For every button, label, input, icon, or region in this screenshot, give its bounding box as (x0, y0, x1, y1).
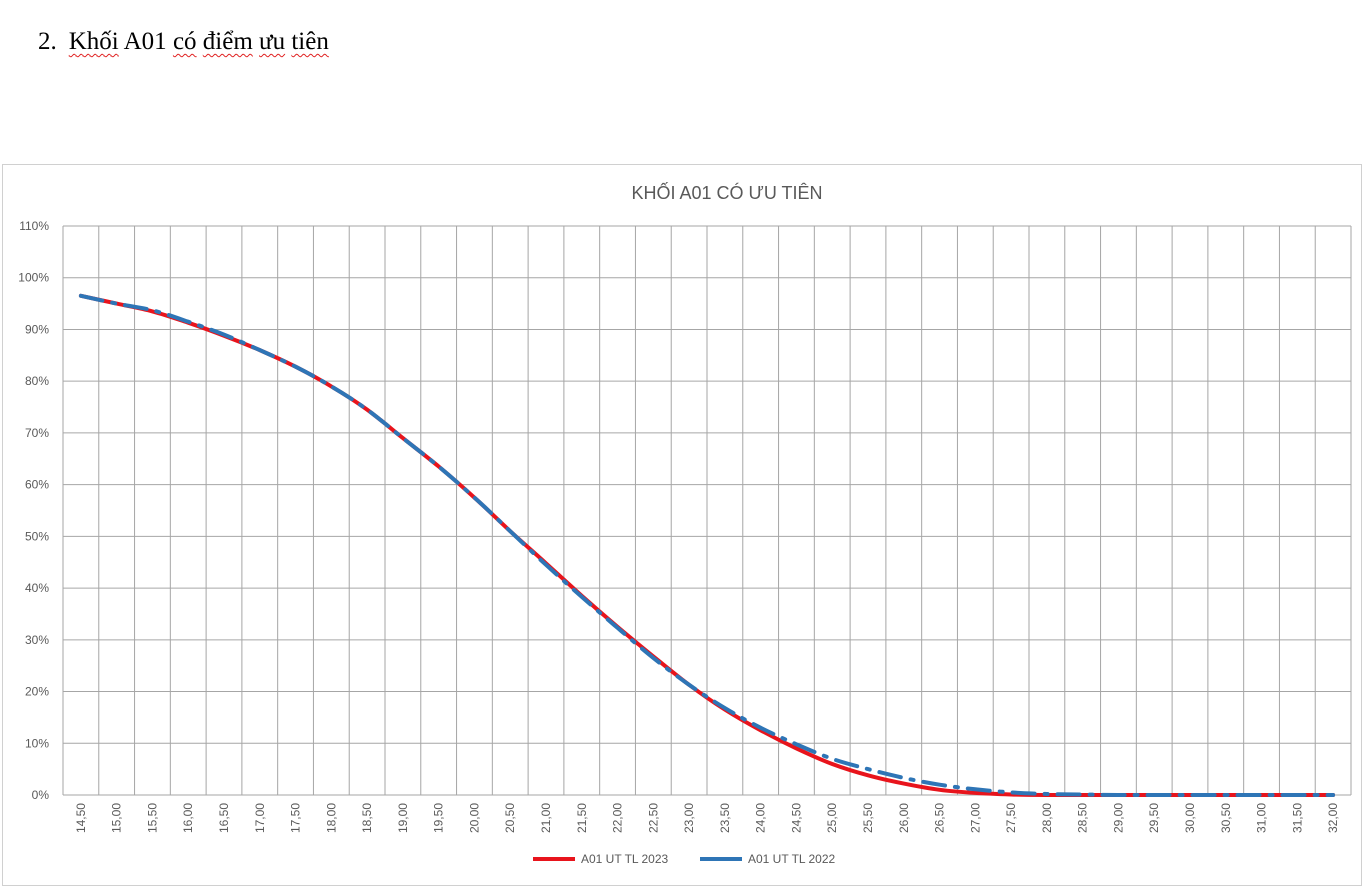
x-tick-label: 28,00 (1040, 803, 1054, 833)
y-tick-label: 60% (25, 478, 49, 492)
x-tick-label: 24,00 (754, 803, 768, 833)
x-tick-label: 21,00 (539, 803, 553, 833)
x-tick-label: 23,50 (718, 803, 732, 833)
chart-container: KHỐI A01 CÓ ƯU TIÊN 0% 10% 20% 30% 40% 50% 60% 7… (2, 164, 1362, 886)
x-tick-label: 29,50 (1147, 803, 1161, 833)
y-tick-label: 100% (18, 271, 49, 285)
section-heading: 2. Khối A01 có điểm ưu tiên (38, 28, 329, 56)
x-tick-label: 27,50 (1004, 803, 1018, 833)
x-tick-label: 30,00 (1183, 803, 1197, 833)
heading-word: có (172, 28, 197, 55)
y-tick-label: 70% (25, 426, 49, 440)
x-tick-label: 20,50 (503, 803, 517, 833)
x-tick-label: 26,50 (933, 803, 947, 833)
y-tick-label: 20% (25, 685, 49, 699)
x-tick-label: 16,50 (217, 803, 231, 833)
x-tick-label: 22,50 (646, 803, 660, 833)
x-tick-label: 21,50 (575, 803, 589, 833)
y-tick-label: 90% (25, 322, 49, 336)
x-tick-label: 22,00 (611, 803, 625, 833)
heading-word: tiên (291, 28, 329, 55)
y-tick-label: 80% (25, 374, 49, 388)
x-tick-label: 23,00 (682, 803, 696, 833)
x-tick-label: 27,00 (968, 803, 982, 833)
x-tick-label: 31,00 (1255, 803, 1269, 833)
heading-text: Khối A01 có điểm ưu tiên (69, 28, 329, 55)
x-tick-label: 18,50 (360, 803, 374, 833)
x-tick-label: 14,50 (74, 803, 88, 833)
x-tick-label: 30,50 (1219, 803, 1233, 833)
x-tick-label: 32,00 (1326, 803, 1340, 833)
series-line-2 (78, 293, 1336, 798)
heading-word: điểm (202, 28, 253, 55)
x-tick-label: 25,50 (861, 803, 875, 833)
legend-label: A01 UT TL 2022 (748, 852, 835, 866)
chart-title: KHỐI A01 CÓ ƯU TIÊN (631, 182, 822, 203)
y-tick-label: 10% (25, 736, 49, 750)
x-tick-label: 19,50 (432, 803, 446, 833)
heading-number: 2. (38, 28, 57, 55)
y-tick-label: 0% (32, 788, 50, 802)
y-tick-label: 110% (19, 219, 49, 233)
y-tick-label: 30% (25, 633, 49, 647)
x-tick-label: 18,00 (324, 803, 338, 833)
x-tick-label: 16,00 (181, 803, 195, 833)
x-tick-label: 26,00 (897, 803, 911, 833)
x-tick-label: 15,00 (110, 803, 124, 833)
x-tick-label: 24,50 (789, 803, 803, 833)
x-tick-label: 20,00 (467, 803, 481, 833)
line-chart: KHỐI A01 CÓ ƯU TIÊN 0% 10% 20% 30% 40% 50% 60% 7… (18, 182, 1352, 866)
legend-label: A01 UT TL 2023 (581, 852, 668, 866)
heading-word: A01 (123, 28, 167, 55)
x-tick-label: 25,00 (825, 803, 839, 833)
x-tick-label: 31,50 (1290, 803, 1304, 833)
heading-word: Khối (68, 28, 119, 55)
x-tick-label: 17,00 (253, 803, 267, 833)
x-tick-label: 19,00 (396, 803, 410, 833)
y-tick-label: 50% (25, 529, 49, 543)
x-tick-label: 17,50 (289, 803, 303, 833)
y-tick-label: 40% (25, 581, 49, 595)
heading-word: ưu (259, 28, 286, 55)
x-tick-label: 28,50 (1076, 803, 1090, 833)
x-tick-label: 29,00 (1111, 803, 1125, 833)
x-tick-label: 15,50 (145, 803, 159, 833)
